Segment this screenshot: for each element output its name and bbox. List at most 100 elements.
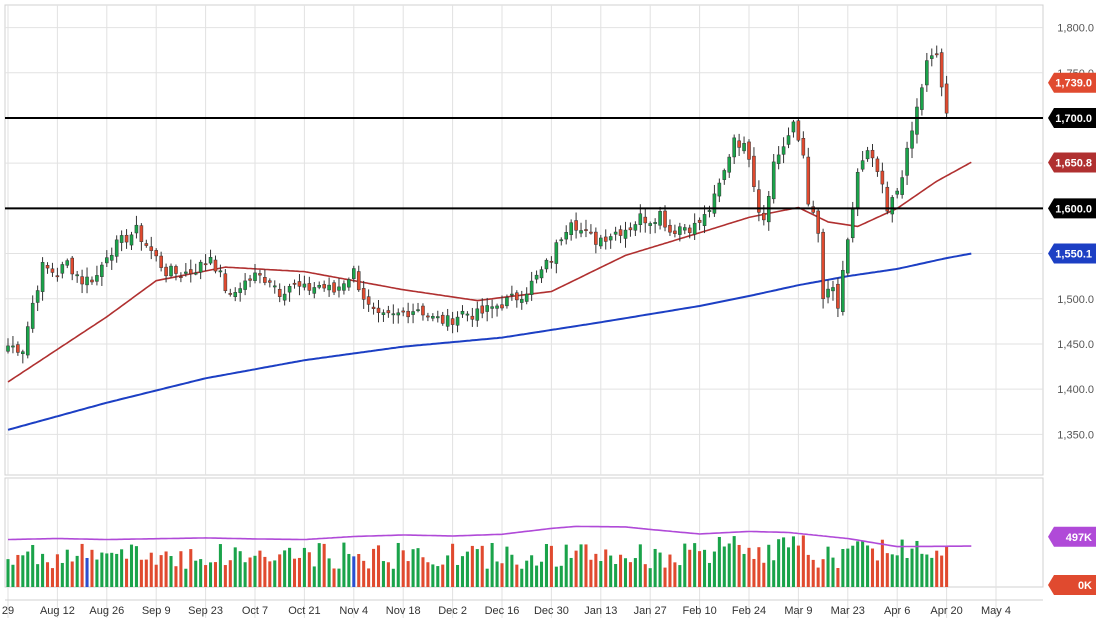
candle-body	[119, 235, 124, 243]
candle-body	[208, 257, 213, 264]
candle	[801, 131, 806, 159]
candle	[475, 301, 480, 327]
volume-bar	[579, 544, 583, 587]
candle	[846, 237, 850, 277]
volume-bar	[416, 548, 420, 587]
candle-body	[515, 292, 519, 301]
candle	[124, 229, 129, 249]
candle	[594, 227, 598, 254]
candle	[297, 274, 302, 296]
volume-bar	[248, 557, 252, 587]
volume-bar	[451, 543, 455, 587]
volume-bar	[490, 542, 494, 587]
candle-body	[549, 260, 554, 263]
candle-body	[608, 236, 613, 241]
volume-bar	[80, 543, 84, 587]
volume-bar	[569, 557, 573, 587]
volume-bar	[599, 561, 603, 587]
candle-body	[697, 219, 702, 223]
candle-body	[682, 227, 687, 231]
volume-bar	[673, 562, 677, 587]
volume-bar	[134, 546, 138, 587]
candle	[30, 295, 35, 333]
volume-bar	[856, 541, 860, 587]
time-tick-label: Oct 7	[242, 605, 268, 617]
candle	[396, 308, 401, 324]
volume-bar	[436, 566, 440, 587]
candle	[386, 305, 391, 318]
candle-body	[317, 284, 322, 288]
volume-bar	[31, 544, 35, 587]
candle	[144, 239, 149, 248]
candle-body	[366, 296, 371, 305]
time-tick-label: Apr 6	[884, 605, 910, 617]
candle	[356, 265, 361, 292]
candle-body	[401, 310, 405, 313]
volume-bar	[900, 539, 904, 587]
candle-body	[376, 307, 381, 313]
candle	[228, 288, 233, 297]
candle-body	[302, 283, 307, 288]
candle-body	[272, 285, 277, 288]
candle	[213, 255, 218, 274]
candle-body	[890, 197, 895, 215]
time-tick-label: Dec 2	[438, 605, 467, 617]
candle-body	[613, 231, 618, 235]
moving-averages	[7, 161, 972, 431]
candle	[895, 188, 899, 199]
candle	[806, 147, 811, 207]
candle-body	[944, 83, 949, 114]
volume-bar	[762, 562, 766, 587]
volume-zero-badge-shape	[1048, 575, 1096, 595]
candle	[697, 217, 702, 231]
candle-body	[50, 268, 55, 273]
volume-bar	[737, 544, 741, 587]
volume-zero-badge-label: 0K	[1078, 580, 1092, 592]
candle-body	[791, 121, 796, 133]
volume-bar	[836, 568, 840, 587]
candle	[327, 277, 331, 297]
volume-bar	[525, 560, 529, 587]
time-tick-label: Oct 21	[288, 605, 320, 617]
candle-body	[40, 262, 45, 292]
candle	[944, 75, 949, 119]
candle	[450, 311, 455, 334]
candle-body	[435, 316, 440, 319]
volume-bar	[510, 554, 514, 587]
candle-body	[599, 237, 603, 247]
volume-bar	[520, 568, 524, 587]
volume-bar	[895, 555, 899, 587]
volume-bar	[811, 559, 815, 587]
candle-body	[480, 305, 485, 314]
candle-body	[934, 53, 939, 56]
candle	[589, 224, 593, 235]
candle-body	[860, 160, 865, 170]
candle	[149, 236, 154, 260]
candle-body	[460, 310, 465, 315]
candle-body	[806, 156, 811, 205]
candle	[816, 208, 820, 243]
candle-body	[297, 281, 302, 287]
volume-bar	[698, 551, 702, 587]
volume-bar	[870, 548, 875, 587]
candle-body	[95, 275, 99, 282]
candle-body	[238, 288, 242, 293]
candle-body	[762, 212, 766, 221]
candle-body	[406, 310, 410, 318]
candle	[771, 153, 776, 204]
volume-bar	[757, 547, 761, 587]
candle	[174, 264, 178, 281]
candle-body	[139, 225, 144, 242]
candle	[263, 269, 267, 286]
candle	[193, 263, 198, 276]
volume-bar	[110, 552, 114, 587]
candle	[105, 250, 109, 267]
candle-body	[836, 283, 840, 309]
candle	[188, 259, 193, 283]
volume-bar	[164, 551, 168, 587]
volume-bar	[174, 566, 178, 587]
candle-body	[929, 55, 934, 59]
price-badge: 1,650.8	[1048, 152, 1096, 173]
volume-bar	[505, 546, 509, 587]
candle-body	[347, 279, 351, 288]
